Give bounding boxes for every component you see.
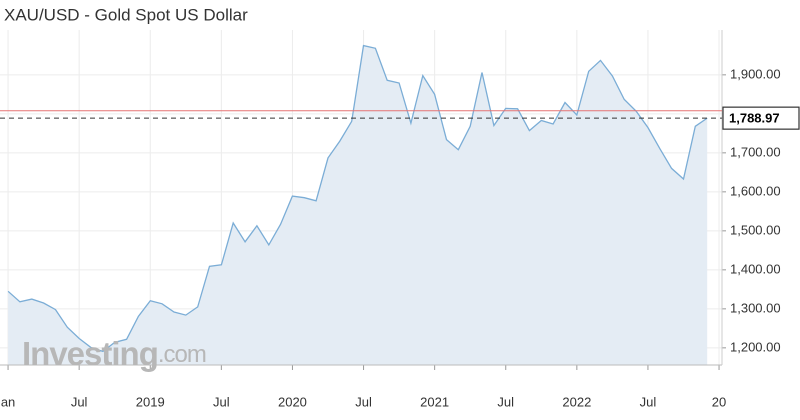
x-tick-label: Jul (71, 394, 88, 409)
y-tick-label: 1,400.00 (730, 261, 781, 276)
x-tick-label: 2022 (562, 394, 591, 409)
watermark-brand: Investing (22, 335, 158, 372)
x-tick-label: Jul (213, 394, 230, 409)
x-tick-label: 2021 (420, 394, 449, 409)
x-tick-label: an (1, 394, 15, 409)
line (7, 44, 708, 353)
x-tick-label: 2019 (136, 394, 165, 409)
y-tick-label: 1,500.00 (730, 222, 781, 237)
area (8, 45, 708, 365)
watermark: Investing.com (22, 335, 206, 372)
x-tick-label: 2020 (278, 394, 307, 409)
chart-title: XAU/USD - Gold Spot US Dollar (4, 5, 248, 24)
x-tick-label: 20 (712, 394, 726, 409)
x-tick-label: Jul (497, 394, 514, 409)
x-tick-label: Jul (640, 394, 657, 409)
y-tick-label: 1,900.00 (730, 66, 781, 81)
y-tick-label: 1,700.00 (730, 144, 781, 159)
current-price-box (722, 106, 800, 130)
plot: 1,200.00 1,300.00 1,400.00 1,500.00 1,600.00… (0, 30, 800, 409)
y-tick-label: 1,200.00 (730, 339, 781, 354)
y-tick-label: 1,600.00 (730, 183, 781, 198)
x-tick-label: Jul (355, 394, 372, 409)
current-price-label: 1,788.97 (729, 111, 780, 126)
y-tick-label: 1,300.00 (730, 300, 781, 315)
watermark-suffix: .com (158, 341, 206, 368)
